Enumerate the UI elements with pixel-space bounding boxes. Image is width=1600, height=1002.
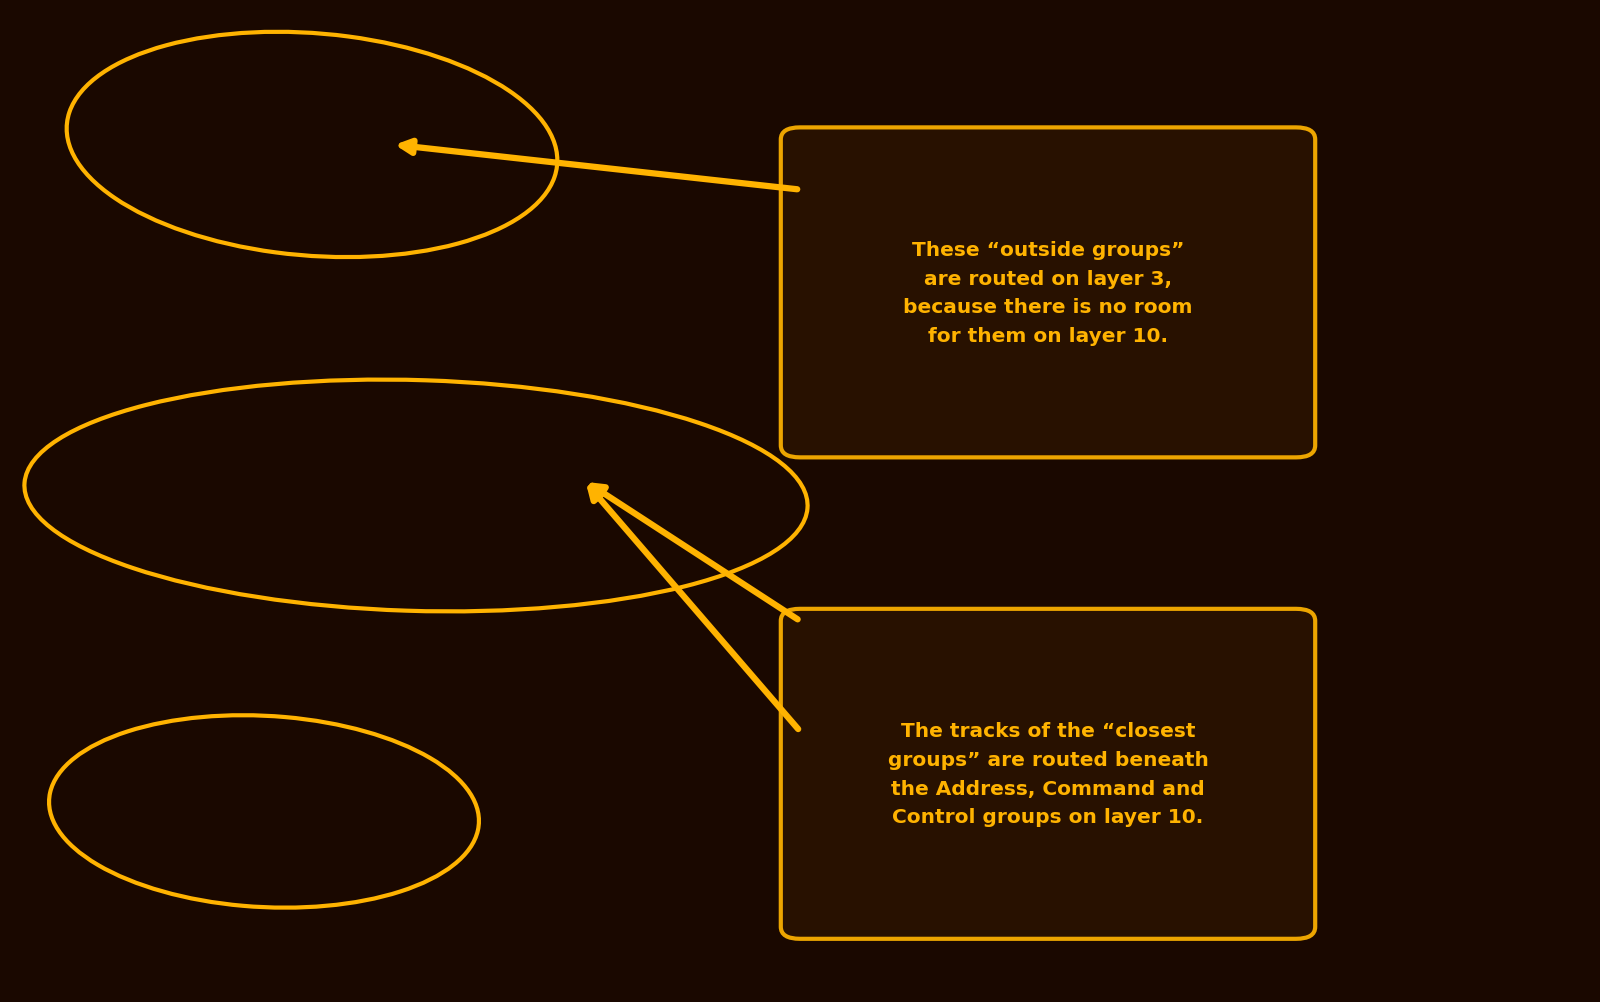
FancyBboxPatch shape (781, 609, 1315, 939)
FancyBboxPatch shape (781, 128, 1315, 458)
Text: The tracks of the “closest
groups” are routed beneath
the Address, Command and
C: The tracks of the “closest groups” are r… (888, 721, 1208, 827)
Text: These “outside groups”
are routed on layer 3,
because there is no room
for them : These “outside groups” are routed on lay… (904, 240, 1192, 346)
